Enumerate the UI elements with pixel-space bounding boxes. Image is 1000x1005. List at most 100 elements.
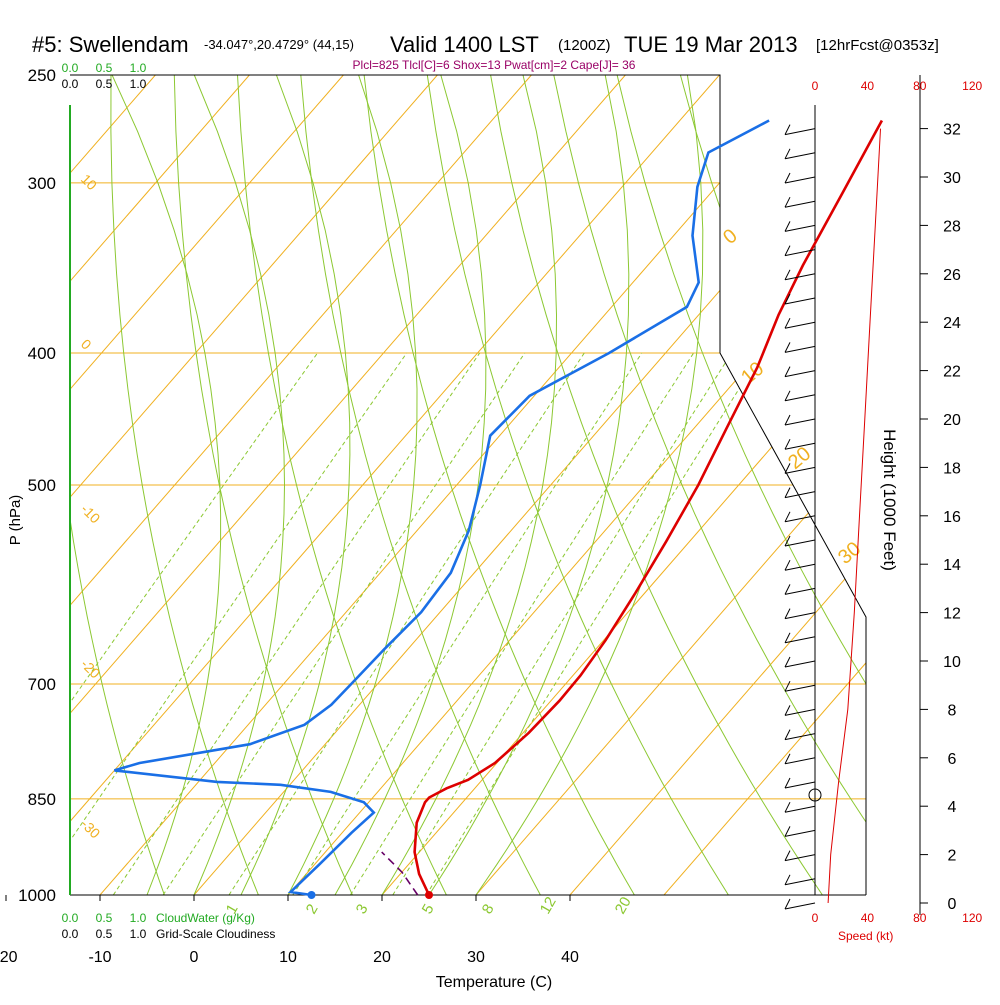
wind-barb (784, 511, 816, 523)
height-axis-label: Height (1000 Feet) (880, 429, 899, 571)
wind-barb (784, 777, 816, 789)
wind-barb (784, 221, 816, 232)
cloudiness-tick-bottom: 1.0 (130, 927, 147, 941)
wind-barb (784, 196, 816, 208)
wind-barb (784, 826, 816, 837)
moist-adiabat-line (111, 75, 222, 895)
mixing-ratio-line (349, 352, 695, 895)
wind-barb-shaft (784, 152, 816, 160)
wind-barb (784, 438, 816, 450)
height-tick-label: 18 (943, 460, 961, 477)
speed-tick-bottom: 40 (861, 911, 875, 925)
moist-adiabat-line (334, 75, 487, 895)
wind-barb (784, 293, 816, 305)
wind-barb-flag (784, 801, 791, 813)
wind-barb-flag (784, 850, 791, 861)
dewpoint-line (114, 119, 770, 897)
isotherm-line (70, 75, 532, 895)
wind-barb-shaft (784, 394, 816, 402)
wind-barb-shaft (784, 733, 816, 741)
isotherm-line (70, 75, 720, 895)
x-tick-label: 10 (279, 949, 297, 966)
wind-barb (784, 850, 816, 862)
wind-barb-flag (784, 438, 791, 450)
y-axis-label: P (hPa) (7, 495, 24, 546)
wind-barb (784, 172, 816, 184)
mixing-ratio-label: 20 (612, 894, 635, 917)
wind-barb-shaft (784, 757, 816, 765)
wind-barb (784, 705, 816, 716)
wind-barb-shaft (784, 370, 816, 378)
wind-barb-flag (784, 898, 791, 910)
wind-speed-line (827, 128, 881, 904)
isotherm-line (70, 75, 344, 895)
wind-barb-flag (784, 656, 791, 668)
wind-barb-shaft (784, 491, 816, 499)
wind-barb-shaft (784, 128, 816, 136)
dry-adiabat-line (616, 75, 866, 895)
wind-barb-shaft (784, 781, 816, 789)
wind-barb (784, 124, 816, 136)
wind-barb-shaft (784, 515, 816, 523)
wind-barb-shaft (784, 273, 816, 281)
wind-barb-flag (784, 874, 791, 886)
height-tick-label: 22 (943, 364, 961, 381)
wind-barb-shaft (784, 878, 816, 886)
wind-barb-flag (784, 729, 791, 740)
height-tick-label: 26 (943, 267, 961, 284)
dry-adiabat-line (363, 75, 635, 895)
wind-barb (784, 632, 816, 644)
height-tick-label: 28 (943, 218, 961, 235)
height-tick-label: 14 (943, 557, 961, 574)
wind-barb-shaft (784, 829, 816, 837)
wind-barb (784, 874, 816, 886)
mixing-ratio-line (162, 352, 526, 895)
wind-barb-flag (784, 317, 791, 329)
wind-barb (784, 487, 816, 499)
speed-tick-top: 80 (913, 79, 927, 93)
dry-adiabat-line (70, 75, 165, 895)
wind-barb-flag (784, 414, 791, 426)
height-tick-label: 10 (943, 654, 961, 671)
speed-label: Speed (kt) (838, 929, 893, 943)
pressure-tick-label: 500 (28, 476, 56, 495)
wind-barb-shaft (784, 708, 816, 716)
wind-barbs (784, 124, 816, 910)
cloudiness-tick-top: 1.0 (130, 77, 147, 91)
wind-barb-flag (784, 196, 791, 208)
pressure-tick-label: 850 (28, 790, 56, 809)
date-label: TUE 19 Mar 2013 (624, 32, 798, 57)
dry-adiabat-line (553, 75, 866, 895)
params-line: Plcl=825 Tlcl[C]=6 Shox=13 Pwat[cm]=2 Ca… (353, 58, 636, 72)
dry-adiabat-line (490, 75, 823, 895)
wind-barb-flag (784, 680, 791, 692)
moist-adiabat-line (240, 75, 351, 895)
wind-barb-shaft (784, 297, 816, 305)
parcel-line (381, 851, 419, 896)
wind-barb-flag (784, 390, 791, 402)
wind-barb-shaft (784, 442, 816, 450)
wind-barb (784, 753, 816, 765)
wind-barb (784, 414, 816, 426)
wind-barb (784, 656, 816, 668)
height-tick-label: 32 (943, 122, 961, 139)
mixing-ratio-line (392, 352, 733, 895)
height-tick-label: 2 (948, 848, 957, 865)
forecast-label: [12hrFcst@0353z] (816, 37, 939, 54)
x-tick-label: 0 (190, 949, 199, 966)
moist-adiabat-line (475, 75, 704, 895)
surface-dewpoint-dot (307, 891, 316, 899)
wind-barb (784, 317, 816, 329)
wind-barb-shaft (784, 902, 816, 910)
speed-tick-top: 40 (861, 79, 875, 93)
cloudwater-tick-bottom: 0.0 (62, 911, 79, 925)
wind-barb-flag (784, 632, 791, 644)
cloudwater-label: CloudWater (g/Kg) (156, 911, 255, 925)
cloudiness-tick-bottom: 0.5 (96, 927, 113, 941)
wind-barb-flag (784, 148, 791, 160)
speed-tick-bottom: 120 (962, 911, 982, 925)
pressure-tick-label: 400 (28, 344, 56, 363)
wind-barb-flag (784, 753, 791, 765)
wind-barb-flag (784, 366, 791, 377)
